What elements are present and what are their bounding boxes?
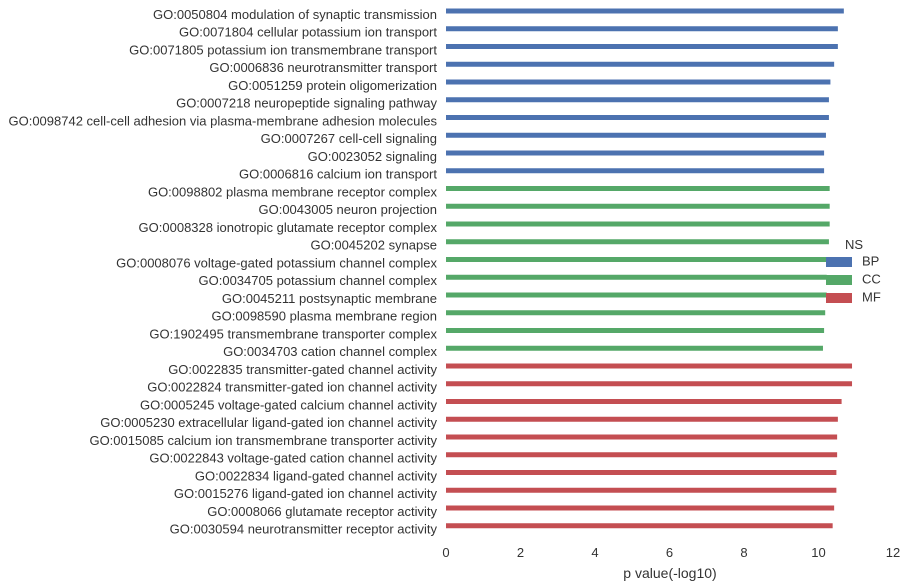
category-label: GO:0022835 transmitter-gated channel act… [168,362,437,377]
category-label: GO:0045211 postsynaptic membrane [222,291,437,306]
category-label: GO:0023052 signaling [308,149,437,164]
bar-cc [446,221,830,227]
x-tick-label: 6 [666,545,673,560]
bar-mf [446,363,853,369]
category-label: GO:0005230 extracellular ligand-gated io… [100,415,437,430]
bar-mf [446,487,837,493]
category-label: GO:1902495 transmembrane transporter com… [149,326,437,341]
legend: NS BP CC MF [826,237,881,304]
bar-mf [446,470,837,475]
category-label: GO:0005245 voltage-gated calcium channel… [140,397,438,412]
x-tick-label: 12 [886,545,900,560]
category-label: GO:0015276 ligand-gated ion channel acti… [174,486,438,501]
category-label: GO:0030594 neurotransmitter receptor act… [170,522,438,537]
bar-cc [446,203,830,209]
legend-label-mf: MF [862,289,881,304]
category-label: GO:0022824 transmitter-gated ion channel… [147,380,437,395]
x-tick-label: 10 [811,545,825,560]
bar-bp [446,79,831,85]
legend-swatch-bp [826,257,852,267]
legend-label-cc: CC [862,271,881,286]
bar-bp [446,26,838,32]
bar-bp [446,150,825,156]
bar-bp [446,44,838,49]
bar-bp [446,115,829,120]
category-label: GO:0007267 cell-cell signaling [261,131,437,146]
category-label: GO:0050804 modulation of synaptic transm… [153,7,437,22]
category-label: GO:0071805 potassium ion transmembrane t… [129,42,437,57]
bar-mf [446,434,838,440]
category-label: GO:0051259 protein oligomerization [228,78,437,93]
bar-cc [446,328,825,333]
bar-mf [446,523,833,529]
x-tick-label: 2 [517,545,524,560]
bars-layer [446,8,853,529]
bar-bp [446,132,826,138]
category-labels: GO:0050804 modulation of synaptic transm… [8,7,437,537]
category-label: GO:0098590 plasma membrane region [212,309,437,324]
category-label: GO:0015085 calcium ion transmembrane tra… [89,433,437,448]
legend-label-bp: BP [862,253,879,268]
x-tick-label: 4 [591,545,598,560]
legend-swatch-cc [826,275,852,285]
bar-cc [446,186,830,191]
bar-mf [446,381,853,387]
category-label: GO:0022843 voltage-gated cation channel … [149,451,437,466]
bar-mf [446,505,835,511]
category-label: GO:0006836 neurotransmitter transport [209,60,437,75]
category-label: GO:0008328 ionotropic glutamate receptor… [139,220,438,235]
bar-mf [446,452,838,458]
x-tick-label: 8 [740,545,747,560]
category-label: GO:0043005 neuron projection [258,202,437,217]
x-axis-title: p value(-log10) [623,565,716,581]
category-label: GO:0098742 cell-cell adhesion via plasma… [8,113,437,128]
bar-mf [446,399,842,404]
category-label: GO:0008066 glutamate receptor activity [207,504,437,519]
bar-cc [446,310,826,316]
category-label: GO:0098802 plasma membrane receptor comp… [148,184,438,199]
x-tick-label: 0 [442,545,449,560]
category-label: GO:0034705 potassium channel complex [199,273,438,288]
bar-bp [446,8,844,14]
x-axis-ticks: 0 2 4 6 8 10 12 [442,545,900,560]
category-label: GO:0007218 neuropeptide signaling pathwa… [176,96,437,111]
bar-cc [446,239,829,245]
bar-bp [446,61,835,67]
category-label: GO:0071804 cellular potassium ion transp… [179,25,437,40]
category-label: GO:0034703 cation channel complex [223,344,437,359]
bar-mf [446,416,838,422]
bar-cc [446,257,829,262]
category-label: GO:0045202 synapse [311,238,437,253]
legend-swatch-mf [826,293,852,303]
category-label: GO:0006816 calcium ion transport [239,167,437,182]
bar-cc [446,292,827,298]
legend-title: NS [845,237,863,252]
bar-bp [446,97,829,103]
category-label: GO:0008076 voltage-gated potassium chann… [116,255,437,270]
category-label: GO:0022834 ligand-gated channel activity [195,468,438,483]
bar-cc [446,274,827,280]
bar-bp [446,168,825,174]
bar-cc [446,345,823,351]
